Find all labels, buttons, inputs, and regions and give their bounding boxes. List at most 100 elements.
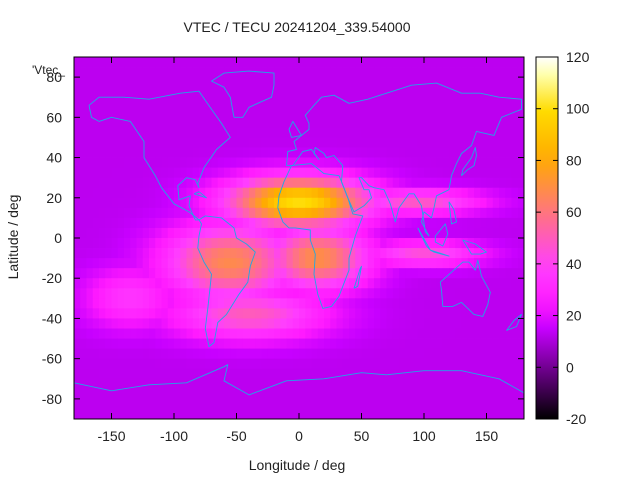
tec-cell (217, 67, 225, 78)
tec-cell (311, 328, 319, 339)
tec-cell (92, 308, 100, 319)
tec-cell (274, 107, 281, 118)
tec-cell (424, 288, 431, 299)
tec-cell (230, 328, 237, 339)
tec-cell (317, 278, 325, 289)
tec-cell (130, 57, 137, 68)
tec-cell (280, 147, 287, 158)
tec-cell (249, 157, 256, 169)
tec-cell (324, 288, 331, 299)
tec-cell (324, 268, 331, 279)
tec-cell (299, 278, 306, 289)
tec-cell (92, 368, 100, 380)
tec-cell (142, 268, 150, 279)
tec-cell (405, 147, 412, 158)
tec-cell (99, 388, 106, 400)
tec-cell (311, 77, 319, 88)
tec-cell (124, 127, 131, 138)
tec-cell (517, 318, 525, 329)
tec-cell (111, 398, 119, 410)
tec-cell (224, 338, 231, 350)
tec-cell (267, 298, 275, 309)
tec-cell (317, 258, 325, 269)
tec-cell (411, 318, 419, 329)
tec-cell (299, 197, 306, 209)
tec-cell (330, 107, 337, 118)
tec-cell (199, 157, 206, 169)
tec-cell (386, 107, 394, 118)
tec-cell (449, 348, 456, 360)
tec-cell (174, 227, 181, 239)
tec-cell (405, 258, 412, 269)
tec-cell (280, 288, 287, 299)
tec-cell (467, 207, 475, 219)
tec-cell (142, 408, 150, 420)
tec-cell (117, 67, 125, 78)
tec-cell (499, 147, 506, 158)
tec-cell (342, 57, 350, 68)
coastline (193, 191, 207, 199)
tec-cell (417, 348, 425, 360)
tec-cell (117, 398, 125, 410)
tec-cell (136, 238, 144, 249)
tec-cell (180, 107, 187, 118)
tec-cell (399, 217, 406, 229)
tec-cell (349, 67, 356, 78)
tec-cell (74, 107, 81, 118)
tec-cell (305, 177, 312, 189)
tec-cell (411, 77, 419, 88)
tec-cell (192, 308, 200, 319)
tec-cell (374, 398, 381, 410)
tec-cell (299, 318, 306, 329)
tec-cell (442, 348, 450, 360)
tec-cell (105, 348, 112, 360)
tec-cell (117, 268, 125, 279)
tec-cell (242, 318, 250, 329)
colorbar-tick-label: 40 (566, 256, 582, 272)
tec-cell (74, 217, 81, 229)
tec-cell (317, 167, 325, 179)
tec-cell (424, 338, 431, 350)
tec-cell (136, 97, 144, 108)
tec-cell (142, 137, 150, 148)
tec-cell (230, 258, 237, 269)
tec-cell (342, 147, 350, 158)
tec-cell (217, 147, 225, 158)
tec-cell (292, 338, 300, 350)
tec-cell (211, 117, 219, 128)
tec-cell (405, 207, 412, 219)
tec-cell (111, 368, 119, 380)
tec-cell (336, 87, 344, 98)
tec-cell (342, 77, 350, 88)
tec-cell (367, 127, 375, 138)
tec-cell (211, 338, 219, 350)
tec-cell (436, 117, 444, 128)
tec-cell (267, 328, 275, 339)
x-ticks: -150 -100 -50 0 50 100 150 (97, 57, 498, 444)
tec-cell (186, 197, 194, 209)
tec-cell (386, 137, 394, 148)
tec-cell (486, 298, 494, 309)
tec-cell (467, 137, 475, 148)
tec-cell (430, 398, 437, 410)
tec-cell (92, 167, 100, 179)
tec-cell (161, 398, 169, 410)
tec-cell (324, 298, 331, 309)
tec-cell (311, 298, 319, 309)
tec-cell (136, 268, 144, 279)
tec-cell (480, 117, 487, 128)
tec-cell (336, 378, 344, 390)
tec-cell (142, 87, 150, 98)
tec-cell (411, 177, 419, 189)
tec-cell (349, 358, 356, 370)
tec-cell (405, 187, 412, 199)
tec-cell (424, 67, 431, 78)
tec-cell (199, 308, 206, 319)
tec-cell (399, 167, 406, 179)
tec-cell (286, 238, 294, 249)
tec-cell (192, 107, 200, 118)
tec-cell (380, 308, 387, 319)
tec-cell (455, 238, 462, 249)
tec-cell (492, 177, 500, 189)
tec-cell (274, 358, 281, 370)
